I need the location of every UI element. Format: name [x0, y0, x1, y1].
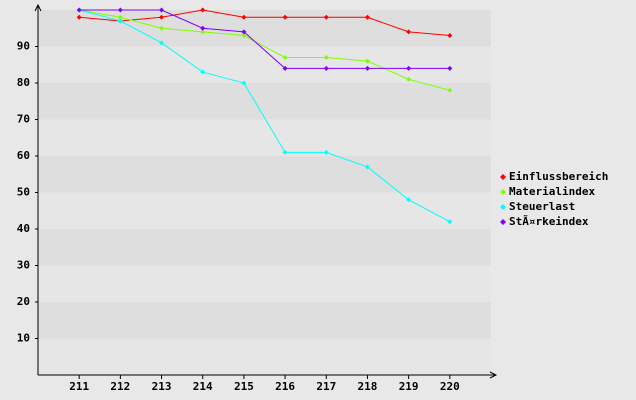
y-tick-label: 50 — [17, 186, 30, 199]
series-line — [79, 9, 450, 91]
x-tick-label: 215 — [234, 380, 254, 393]
data-point — [76, 7, 82, 13]
plot-band — [38, 119, 491, 156]
series-line — [79, 9, 450, 69]
series-line — [79, 9, 451, 223]
data-point — [282, 149, 288, 155]
legend-marker — [500, 204, 506, 210]
x-tick-label: 220 — [440, 380, 460, 393]
plot-area — [38, 10, 491, 375]
data-point — [447, 87, 453, 93]
data-point — [241, 80, 247, 86]
data-point — [159, 25, 165, 31]
data-point — [406, 29, 412, 35]
data-point — [406, 76, 412, 82]
data-point — [241, 29, 247, 35]
plot-band — [38, 156, 491, 193]
data-point — [159, 14, 165, 20]
y-tick-label: 30 — [17, 259, 30, 272]
x-tick-label: 219 — [399, 380, 419, 393]
data-point — [323, 149, 329, 155]
plot-band — [38, 229, 491, 266]
plot-band — [38, 10, 491, 47]
data-point — [159, 7, 165, 13]
x-tick-label: 214 — [193, 380, 213, 393]
data-point — [447, 219, 453, 225]
data-point — [159, 40, 165, 46]
y-axis-arrow — [34, 3, 42, 12]
data-point — [447, 33, 453, 39]
data-point — [117, 7, 123, 13]
x-tick-label: 213 — [152, 380, 172, 393]
legend-label: Steuerlast — [509, 200, 575, 213]
data-point — [76, 14, 82, 20]
data-point — [200, 25, 206, 31]
legend-label: Materialindex — [509, 185, 595, 198]
data-point — [200, 29, 206, 35]
plot-band — [38, 46, 491, 83]
series-line — [79, 9, 450, 37]
y-tick-label: 20 — [17, 295, 30, 308]
plot-band — [38, 83, 491, 120]
legend-label: StÃ¤rkeindex — [509, 215, 589, 228]
data-point — [364, 14, 370, 20]
y-tick-label: 40 — [17, 222, 30, 235]
data-point — [241, 14, 247, 20]
y-tick-label: 90 — [17, 40, 30, 53]
plot-band — [38, 192, 491, 229]
data-point — [282, 65, 288, 71]
data-point — [406, 197, 412, 203]
plot-band — [38, 338, 491, 375]
x-tick-label: 218 — [358, 380, 378, 393]
legend-marker — [500, 174, 506, 180]
x-tick-label: 211 — [69, 380, 89, 393]
legend-marker — [500, 219, 506, 225]
y-tick-label: 80 — [17, 76, 30, 89]
data-point — [117, 14, 123, 20]
data-point — [364, 58, 370, 64]
data-point — [282, 54, 288, 60]
data-point — [406, 65, 412, 71]
y-tick-label: 60 — [17, 149, 30, 162]
data-point — [241, 33, 247, 39]
data-point — [364, 65, 370, 71]
legend-label: Einflussbereich — [509, 170, 608, 183]
y-tick-label: 70 — [17, 113, 30, 126]
data-point — [364, 164, 370, 170]
data-point — [323, 14, 329, 20]
x-tick-label: 216 — [275, 380, 295, 393]
data-point — [117, 18, 123, 24]
x-tick-label: 217 — [316, 380, 336, 393]
data-point — [200, 69, 206, 75]
y-tick-label: 10 — [17, 332, 30, 345]
plot-band — [38, 302, 491, 339]
data-point — [323, 65, 329, 71]
x-tick-label: 212 — [110, 380, 130, 393]
plot-band — [38, 265, 491, 302]
x-axis-arrow — [489, 371, 498, 379]
data-point — [447, 65, 453, 71]
data-point — [323, 54, 329, 60]
data-point — [282, 14, 288, 20]
legend-marker — [500, 189, 506, 195]
data-point — [200, 7, 206, 13]
